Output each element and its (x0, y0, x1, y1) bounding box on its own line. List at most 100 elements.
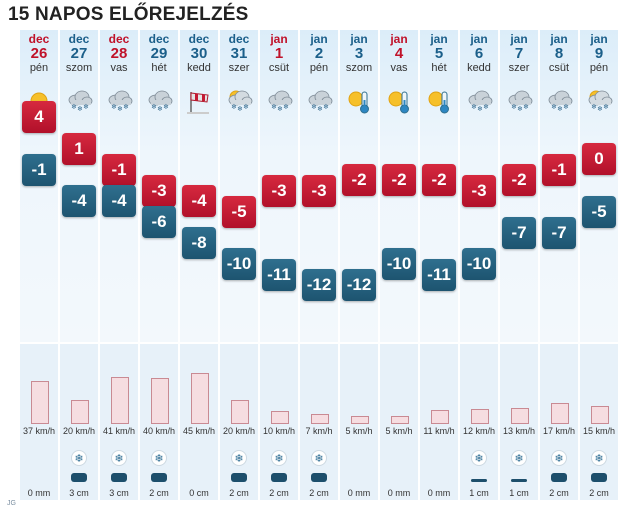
min-temp-badge: -8 (182, 227, 216, 259)
day-weekday: hét (431, 62, 447, 74)
day-column: jan 7 szer ❄ ❄ ❄ -2 -7 13 km/h ❄ 1 cm (500, 30, 538, 500)
day-number: 8 (554, 45, 564, 62)
day-weekday: csüt (548, 62, 570, 74)
day-number: 27 (70, 45, 88, 62)
svg-text:❄: ❄ (283, 103, 289, 111)
wind-bar (311, 414, 329, 424)
snowflake-icon: ❄ (591, 450, 607, 466)
precip-bar (511, 479, 527, 482)
wind-speed-label: 5 km/h (345, 426, 373, 436)
day-column: jan 1 csüt ❄ ❄ ❄ -3 -11 10 km/h ❄ 2 cm (260, 30, 298, 500)
day-number: 31 (230, 45, 248, 62)
min-temp-badge: -11 (262, 258, 296, 291)
max-temp-badge: -2 (382, 164, 416, 196)
day-month: jan (310, 32, 328, 46)
svg-text:❄: ❄ (551, 103, 557, 111)
snowflake-icon: ❄ (231, 450, 247, 466)
day-header: jan 3 szom (340, 30, 378, 74)
svg-text:❄: ❄ (483, 103, 489, 111)
snowflake-icon: ❄ (511, 450, 527, 466)
snowflake-icon: ❄ (471, 450, 487, 466)
cold-thermometer-icon (348, 91, 369, 114)
svg-text:❄: ❄ (591, 103, 597, 111)
sun-cloud-snow-icon: ❄ ❄ ❄ (228, 90, 253, 113)
svg-text:❄: ❄ (243, 103, 249, 111)
svg-text:❄: ❄ (314, 452, 323, 465)
wind-bar (31, 381, 49, 424)
day-month: jan (430, 32, 448, 46)
day-header: jan 2 pén (300, 30, 338, 74)
day-header: dec 30 kedd (180, 30, 218, 74)
precip-label: 0 mm (427, 488, 451, 498)
precip-bar (551, 473, 567, 482)
wind-bar (151, 378, 169, 424)
cloud-snow-icon: ❄ ❄ ❄ (308, 90, 333, 113)
wind-bar (511, 407, 529, 424)
day-weekday: pén (29, 62, 49, 74)
wind-bar (591, 405, 609, 424)
precip-label: 0 mm (347, 488, 371, 498)
day-column: dec 31 szer ❄ ❄ ❄ -5 -10 20 km/h ❄ 2 cm (220, 30, 258, 500)
precip-label: 1 cm (509, 488, 529, 498)
svg-text:❄: ❄ (594, 452, 603, 465)
snowflake-icon: ❄ (271, 450, 287, 466)
svg-text:❄: ❄ (237, 105, 243, 113)
precip-bar (471, 479, 487, 482)
wind-speed-label: 45 km/h (182, 426, 215, 436)
max-temp-badge: -4 (182, 185, 216, 217)
windsock-icon (187, 92, 209, 114)
day-weekday: kedd (467, 62, 491, 74)
day-month: dec (108, 32, 130, 46)
svg-text:❄: ❄ (163, 103, 169, 111)
svg-text:❄: ❄ (231, 103, 237, 111)
day-month: dec (228, 32, 250, 46)
max-temp-badge: -2 (342, 164, 376, 196)
wind-bar (271, 411, 289, 424)
day-header: jan 7 szer (500, 30, 538, 74)
wind-bar (111, 376, 129, 424)
snowflake-icon: ❄ (151, 450, 167, 466)
cloud-snow-icon: ❄ ❄ ❄ (548, 90, 573, 113)
min-temp-badge: -10 (462, 248, 496, 280)
day-weekday: szom (65, 62, 93, 74)
day-header: jan 1 csüt (260, 30, 298, 74)
svg-text:❄: ❄ (154, 452, 163, 465)
day-column: dec 26 pén 4 -1 37 km/h 0 mm (20, 30, 58, 500)
wind-bar (471, 408, 489, 424)
wind-speed-label: 12 km/h (462, 426, 495, 436)
min-temp-badge: -10 (222, 248, 256, 280)
snowflake-icon: ❄ (71, 450, 87, 466)
day-weekday: vas (110, 62, 128, 74)
day-month: jan (470, 32, 488, 46)
max-temp-badge: -1 (542, 153, 576, 186)
day-column: dec 28 vas ❄ ❄ ❄ -1 -4 41 km/h ❄ 3 cm (100, 30, 138, 500)
day-header: jan 6 kedd (460, 30, 498, 74)
svg-text:❄: ❄ (117, 105, 123, 113)
svg-text:❄: ❄ (151, 103, 157, 111)
wind-bar (191, 372, 209, 424)
day-header: dec 27 szom (60, 30, 98, 74)
day-column: dec 30 kedd -4 -8 45 km/h 0 cm (180, 30, 218, 500)
svg-text:❄: ❄ (71, 103, 77, 111)
max-temp-badge: -5 (222, 195, 256, 228)
day-column: jan 9 pén ❄ ❄ ❄ 0 -5 15 km/h ❄ 2 cm (580, 30, 618, 500)
precip-label: 0 mm (27, 488, 51, 498)
wind-speed-label: 20 km/h (62, 426, 95, 436)
svg-text:❄: ❄ (597, 105, 603, 113)
day-weekday: szer (228, 62, 250, 74)
day-number: 5 (434, 45, 444, 62)
day-number: 4 (394, 45, 404, 62)
day-weekday: pén (309, 62, 329, 74)
precip-label: 3 cm (109, 488, 129, 498)
wind-speed-label: 10 km/h (262, 426, 295, 436)
wind-bar (551, 403, 569, 424)
day-column: jan 6 kedd ❄ ❄ ❄ -3 -10 12 km/h ❄ 1 cm (460, 30, 498, 500)
min-temp-badge: -12 (342, 269, 376, 301)
day-weekday: pén (589, 62, 609, 74)
wind-speed-label: 5 km/h (385, 426, 413, 436)
day-column-bg (540, 30, 578, 342)
day-header: dec 31 szer (220, 30, 258, 74)
svg-text:❄: ❄ (311, 103, 317, 111)
wind-speed-label: 11 km/h (423, 426, 455, 436)
svg-text:❄: ❄ (77, 105, 83, 113)
